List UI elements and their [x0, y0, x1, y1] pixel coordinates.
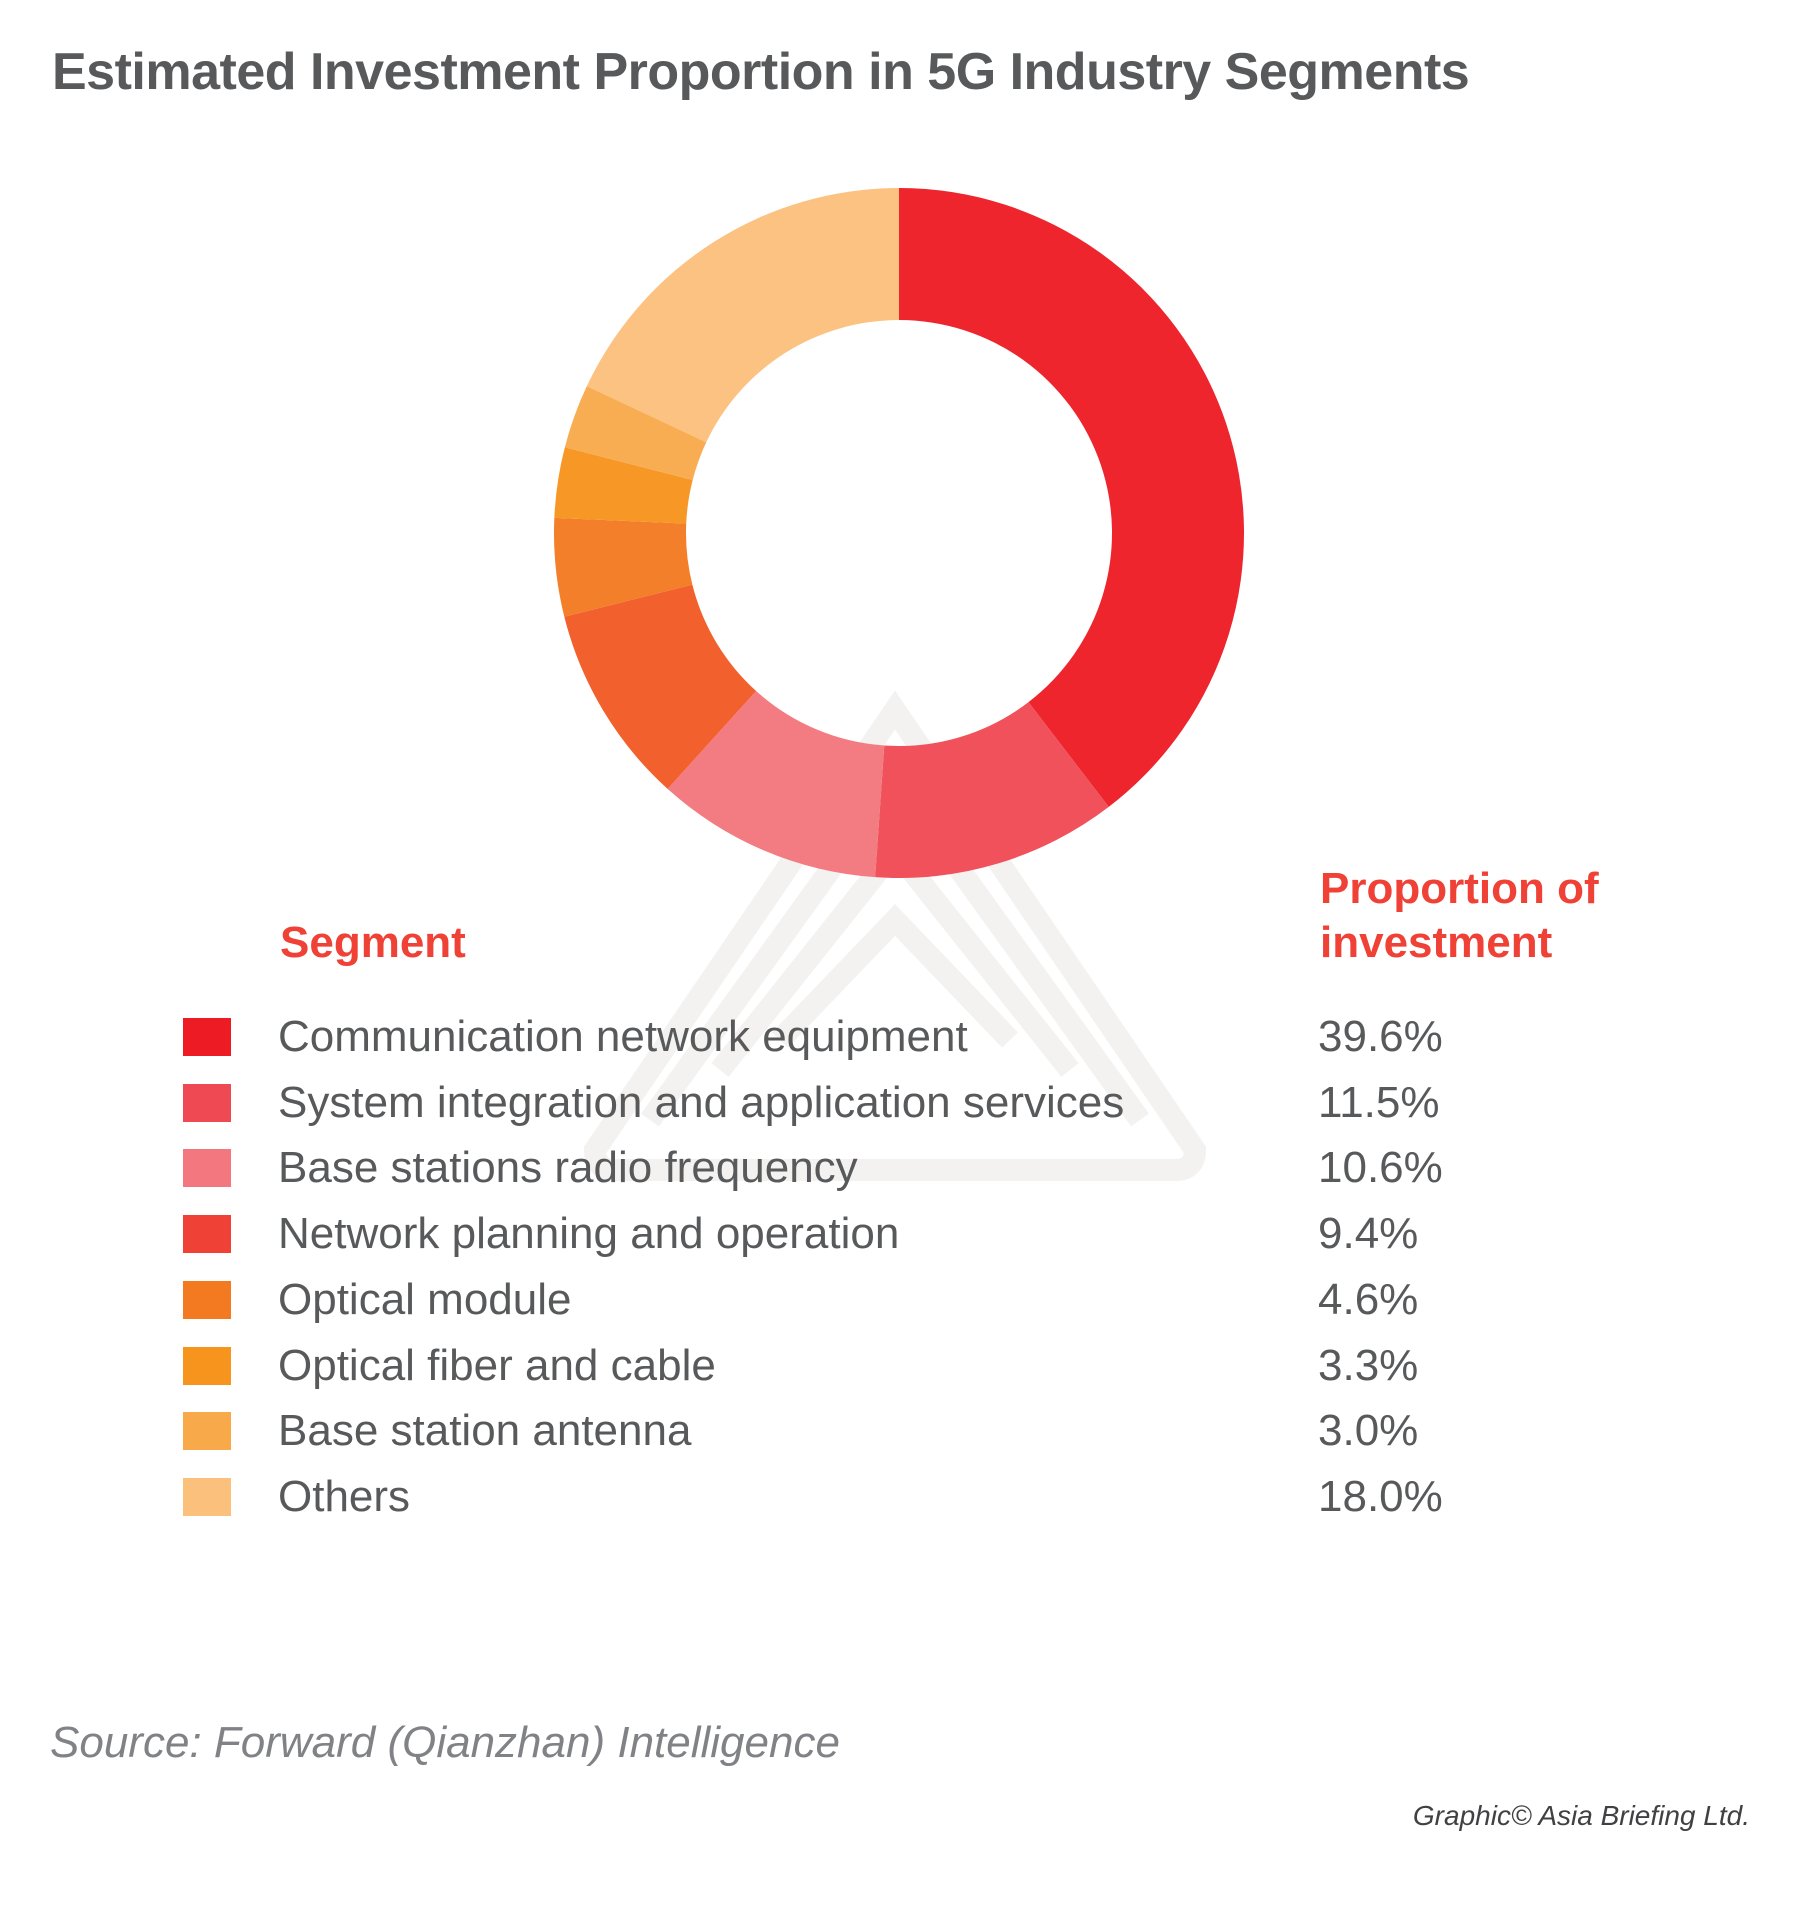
donut-slice [667, 690, 885, 878]
legend-row: Network planning and operation 9.4% [0, 1204, 1800, 1264]
segment-label: Optical fiber and cable [278, 1340, 716, 1390]
source-note: Source: Forward (Qianzhan) Intelligence [50, 1718, 840, 1767]
proportion-value: 11.5% [1318, 1077, 1440, 1127]
segment-label: Network planning and operation [278, 1209, 900, 1259]
legend-swatch [183, 1412, 231, 1451]
legend-swatch [183, 1018, 231, 1056]
donut-slice [899, 188, 1244, 807]
segment-label: Base stations radio frequency [278, 1143, 858, 1193]
legend-swatch [183, 1149, 231, 1188]
legend-swatch [183, 1083, 231, 1122]
legend-row: Optical module 4.6% [0, 1270, 1800, 1330]
proportion-value: 10.6% [1318, 1143, 1443, 1193]
legend-row: Base station antenna 3.0% [0, 1401, 1800, 1461]
legend-row: Base stations radio frequency 10.6% [0, 1138, 1800, 1198]
proportion-value: 3.0% [1318, 1406, 1419, 1456]
proportion-value: 4.6% [1318, 1274, 1419, 1324]
segment-label: Base station antenna [278, 1406, 692, 1456]
proportion-value: 39.6% [1318, 1012, 1443, 1061]
donut-slice [553, 517, 693, 617]
segment-label: System integration and application servi… [278, 1077, 1125, 1127]
segment-label: Communication network equipment [278, 1012, 968, 1061]
legend-row: Others 18.0% [0, 1467, 1800, 1527]
proportion-value: 9.4% [1318, 1209, 1419, 1259]
legend-swatch [183, 1477, 231, 1516]
segment-label: Optical module [278, 1274, 572, 1324]
legend-row: Communication network equipment 39.6% [0, 1007, 1800, 1067]
legend-row: System integration and application servi… [0, 1073, 1800, 1133]
legend-swatch [183, 1346, 231, 1385]
donut-slice [554, 447, 693, 524]
legend-row: Optical fiber and cable 3.3% [0, 1336, 1800, 1396]
segment-label: Others [278, 1471, 411, 1521]
donut-slice [564, 584, 757, 789]
segment-column-header: Segment [280, 918, 466, 967]
legend-swatch [183, 1215, 231, 1254]
proportion-value: 18.0% [1318, 1471, 1443, 1521]
donut-slice [586, 188, 899, 443]
proportion-value: 3.3% [1318, 1340, 1419, 1390]
proportion-column-header: Proportion of investment [1320, 864, 1599, 967]
legend-swatch [183, 1280, 231, 1319]
donut-slice [564, 386, 707, 481]
donut-slice [875, 702, 1109, 879]
graphic-credit: Graphic© Asia Briefing Ltd. [1412, 1800, 1750, 1831]
chart-title: Estimated Investment Proportion in 5G In… [52, 43, 1470, 101]
